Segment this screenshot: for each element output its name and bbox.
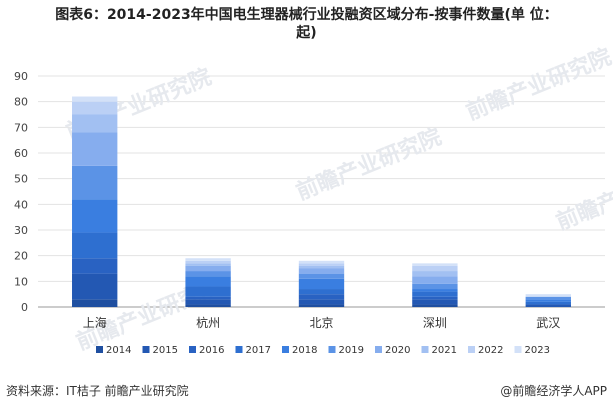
bar-segment bbox=[298, 304, 345, 307]
legend-swatch bbox=[282, 346, 289, 353]
y-tick-label: 80 bbox=[14, 96, 28, 109]
y-tick-label: 50 bbox=[14, 173, 28, 186]
bar-segment bbox=[185, 265, 231, 272]
x-tick-label: 杭州 bbox=[196, 315, 220, 330]
chart-title: 图表6：2014-2023年中国电生理器械行业投融资区域分布-按事件数量(单 位… bbox=[0, 6, 613, 42]
legend-label: 2023 bbox=[525, 345, 550, 356]
legend-label: 2020 bbox=[385, 345, 410, 356]
bar-segment bbox=[185, 299, 231, 305]
bar-segment bbox=[72, 96, 118, 102]
legend-swatch bbox=[375, 346, 382, 353]
bar-segment bbox=[185, 260, 231, 264]
bar-segment bbox=[298, 263, 345, 266]
bar-segment bbox=[412, 263, 458, 266]
legend-swatch bbox=[189, 346, 196, 353]
legend-swatch bbox=[514, 346, 522, 353]
legend-swatch bbox=[96, 346, 103, 353]
source-note: 资料来源：IT桔子 前瞻产业研究院 bbox=[6, 384, 189, 398]
bar-segment bbox=[525, 304, 571, 307]
legend-swatch bbox=[142, 346, 150, 353]
bar-segment bbox=[412, 304, 458, 307]
x-tick-label: 武汉 bbox=[536, 316, 560, 330]
legend-label: 2018 bbox=[292, 345, 317, 356]
bar-segment bbox=[72, 101, 118, 115]
bar-segment bbox=[525, 296, 571, 300]
y-tick-label: 20 bbox=[14, 250, 28, 263]
bar-segment bbox=[185, 296, 231, 300]
bar-segment bbox=[185, 263, 231, 266]
bar-segment bbox=[298, 265, 345, 269]
legend-label: 2022 bbox=[478, 345, 503, 356]
bar-segment bbox=[298, 273, 345, 279]
bar-segment bbox=[412, 291, 458, 297]
y-tick-label: 90 bbox=[14, 70, 28, 83]
bar-segment bbox=[525, 301, 571, 305]
watermark-text: 前瞻产业研究院 bbox=[293, 124, 446, 206]
y-tick-label: 30 bbox=[14, 224, 28, 237]
chart-title-line2: 起) bbox=[296, 25, 317, 41]
bar-segment bbox=[412, 265, 458, 272]
bar-segment bbox=[412, 289, 458, 292]
legend-label: 2016 bbox=[199, 345, 224, 356]
y-tick-label: 60 bbox=[14, 147, 28, 160]
bar-segment bbox=[412, 271, 458, 277]
legend-label: 2014 bbox=[106, 345, 131, 356]
x-tick-label: 上海 bbox=[83, 315, 107, 330]
legend-label: 2021 bbox=[432, 345, 457, 356]
y-tick-label: 10 bbox=[14, 275, 28, 288]
legend-swatch bbox=[328, 346, 336, 353]
bar-segment bbox=[412, 276, 458, 284]
bar-segment bbox=[412, 296, 458, 300]
legend-swatch bbox=[468, 346, 475, 353]
bar-segment bbox=[412, 283, 458, 290]
bar-segment bbox=[298, 294, 345, 300]
legend-swatch bbox=[421, 346, 429, 353]
legend-swatch bbox=[235, 346, 243, 353]
legend-label: 2017 bbox=[246, 345, 271, 356]
bar-segment bbox=[298, 268, 345, 274]
bar-segment bbox=[72, 199, 118, 233]
bar-segment bbox=[298, 299, 345, 305]
y-tick-label: 40 bbox=[14, 198, 28, 211]
y-tick-label: 0 bbox=[21, 301, 28, 314]
bar-segment bbox=[185, 276, 231, 287]
bar-segment bbox=[298, 289, 345, 295]
bar-segment bbox=[72, 232, 118, 259]
bar-segment bbox=[185, 286, 231, 297]
bar-segment bbox=[72, 132, 118, 166]
chart-title-line1: 图表6：2014-2023年中国电生理器械行业投融资区域分布-按事件数量(单 位… bbox=[55, 7, 558, 23]
bar-segment bbox=[298, 278, 345, 290]
bar-segment bbox=[525, 294, 571, 297]
bar-segment bbox=[412, 299, 458, 305]
legend-label: 2019 bbox=[339, 345, 364, 356]
bar-segment bbox=[72, 114, 118, 133]
bar-segment bbox=[185, 304, 231, 307]
bar-segment bbox=[185, 258, 231, 261]
bar-segment bbox=[72, 258, 118, 274]
bar-segment bbox=[72, 165, 118, 200]
x-tick-label: 北京 bbox=[309, 316, 333, 330]
bar-segment bbox=[525, 299, 571, 302]
watermark-text: 前瞻产业研究院 bbox=[463, 44, 613, 126]
y-tick-label: 70 bbox=[14, 121, 28, 134]
bar-segment bbox=[298, 260, 345, 264]
bar-segment bbox=[72, 299, 118, 307]
watermark-text: 前瞻产业研究院 bbox=[553, 154, 613, 236]
bar-segment bbox=[185, 271, 231, 277]
legend-label: 2015 bbox=[153, 345, 178, 356]
bar-segment bbox=[72, 273, 118, 300]
x-tick-label: 深圳 bbox=[423, 316, 447, 330]
brand-credit: @前瞻经济学人APP bbox=[500, 384, 607, 398]
